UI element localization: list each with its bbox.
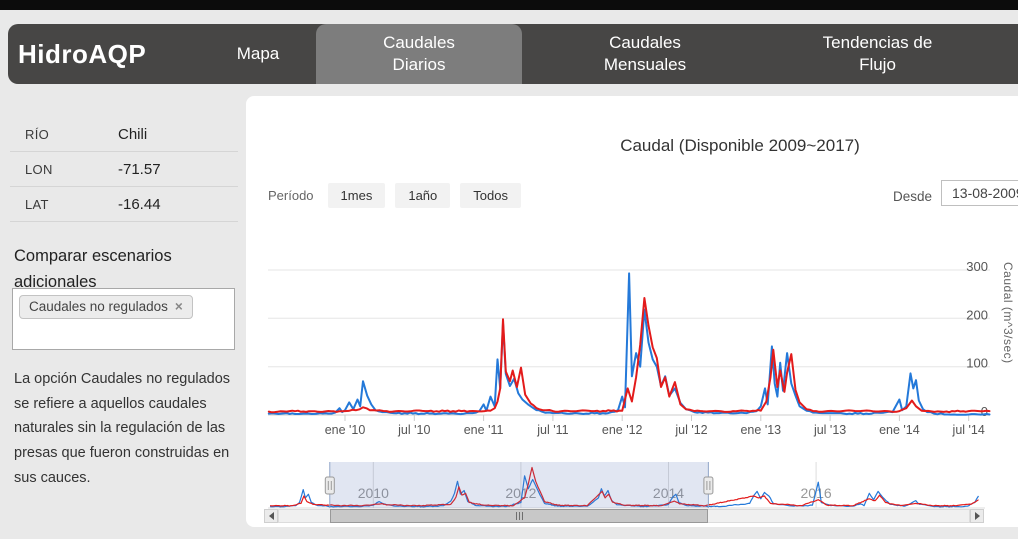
- scenario-tag-label: Caudales no regulados: [29, 299, 168, 314]
- lat-value: -16.44: [118, 195, 161, 213]
- chart-panel: [246, 96, 1018, 527]
- tab-caudales-diarios[interactable]: Caudales Diarios: [316, 24, 522, 84]
- tab-mapa[interactable]: Mapa: [206, 24, 310, 84]
- tab-caudales-mensuales[interactable]: Caudales Mensuales: [555, 24, 735, 84]
- x-axis-tick-label: jul '11: [536, 423, 568, 437]
- scenario-tag[interactable]: Caudales no regulados ×: [19, 295, 193, 319]
- x-axis-tick-label: jul '12: [674, 423, 707, 437]
- x-axis-tick-label: ene '12: [602, 423, 643, 437]
- x-axis-tick-label: jul '10: [397, 423, 430, 437]
- y-axis-tick-label: 300: [966, 259, 988, 274]
- scrollbar-left-arrow[interactable]: [264, 509, 278, 523]
- x-axis-tick-label: jul '14: [952, 423, 985, 437]
- x-axis-tick-label: jul '13: [813, 423, 846, 437]
- tab-tendencias-de-flujo[interactable]: Tendencias de Flujo: [780, 24, 975, 84]
- x-axis-tick-label: ene '10: [325, 423, 366, 437]
- navigator-year-label: 2012: [505, 485, 536, 501]
- table-row: RÍO Chili: [10, 117, 238, 152]
- y-axis-title: Caudal (m^3/sec): [1001, 262, 1015, 364]
- navigator-right-handle[interactable]: [703, 476, 714, 495]
- remove-scenario-icon[interactable]: ×: [174, 299, 183, 314]
- range-button-1ano[interactable]: 1año: [395, 183, 451, 208]
- period-label: Período: [268, 188, 314, 203]
- lon-label: LON: [25, 161, 53, 177]
- top-black-bar: [0, 0, 1018, 10]
- app-brand: HidroAQP: [18, 39, 147, 69]
- desde-date-input[interactable]: [941, 180, 1018, 206]
- tab-mapa-label: Mapa: [236, 43, 280, 63]
- station-info-table: RÍO Chili LON -71.57 LAT -16.44: [10, 117, 238, 222]
- navigator-year-label: 2010: [358, 485, 389, 501]
- red-series: [267, 297, 991, 414]
- right-arrow-icon: [974, 512, 980, 520]
- period-controls: Período 1mes 1año Todos: [268, 183, 521, 208]
- lon-value: -71.57: [118, 160, 161, 178]
- table-row: LAT -16.44: [10, 187, 238, 222]
- scenario-note-text: La opción Caudales no regulados se refie…: [14, 371, 231, 486]
- scenario-multiselect[interactable]: Caudales no regulados ×: [12, 288, 235, 350]
- tab-caudales-diarios-label: Caudales Diarios: [383, 32, 455, 74]
- desde-label: Desde: [893, 189, 933, 204]
- navigator-selected-mask[interactable]: [329, 462, 709, 508]
- scrollbar-grip-icon: [515, 512, 523, 520]
- chart-title: Caudal (Disponible 2009~2017): [620, 136, 860, 155]
- tab-tendencias-de-flujo-label: Tendencias de Flujo: [822, 32, 933, 74]
- table-row: LON -71.57: [10, 152, 238, 187]
- navigator-left-handle[interactable]: [324, 476, 335, 495]
- tab-caudales-mensuales-label: Caudales Mensuales: [603, 32, 687, 74]
- lat-label: LAT: [25, 196, 49, 212]
- x-axis-tick-label: ene '14: [879, 423, 920, 437]
- x-axis-tick-label: ene '11: [464, 423, 504, 437]
- navigator-red-series: [269, 466, 979, 507]
- y-axis-tick-label: 100: [966, 356, 988, 371]
- range-button-1mes[interactable]: 1mes: [327, 183, 386, 208]
- scrollbar-right-arrow[interactable]: [970, 509, 984, 523]
- y-axis-tick-label: 200: [966, 307, 988, 322]
- scrollbar-thumb[interactable]: [330, 509, 708, 523]
- rio-value: Chili: [118, 125, 148, 143]
- x-axis-tick-label: ene '13: [740, 423, 781, 437]
- rio-label: RÍO: [25, 126, 50, 142]
- blue-series: [267, 272, 991, 416]
- compare-scenarios-heading: Comparar escenarios adicionales: [14, 247, 172, 292]
- left-arrow-icon: [268, 512, 274, 520]
- navigator-svg: 2010201220142016: [268, 462, 985, 509]
- range-button-todos[interactable]: Todos: [460, 183, 521, 208]
